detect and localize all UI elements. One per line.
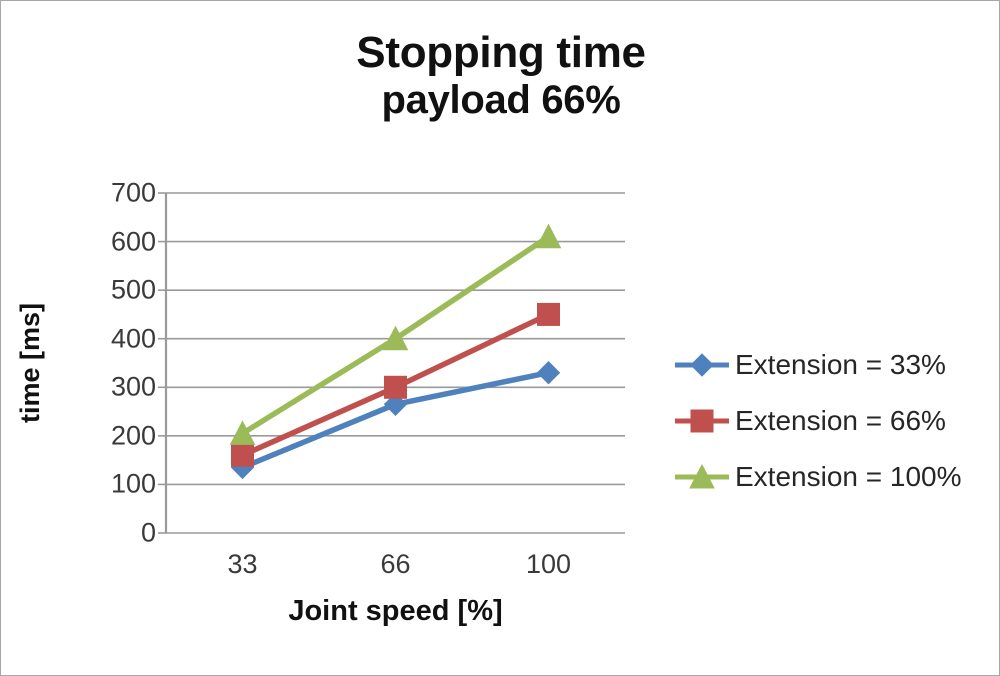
data-point-marker — [384, 375, 407, 399]
y-tick-label: 500 — [110, 274, 156, 305]
plot-svg — [158, 192, 625, 534]
x-tick-label: 33 — [227, 549, 258, 579]
chart-title-block: Stopping time payload 66% — [1, 28, 999, 122]
legend-marker-triangle-icon — [675, 463, 729, 489]
x-tick-label: 100 — [525, 549, 572, 579]
y-tick-label: 300 — [110, 371, 156, 402]
legend-item-1[interactable]: Extension = 33% — [673, 337, 983, 393]
y-tick-label: 100 — [110, 468, 156, 499]
legend-label: Extension = 33% — [735, 349, 946, 380]
legend-item-3[interactable]: Extension = 100% — [673, 449, 983, 505]
data-point-marker — [690, 353, 714, 377]
y-tick-label: 200 — [110, 420, 156, 451]
y-axis-title: time [ms] — [15, 302, 45, 424]
x-axis-tick-labels: 33 66 100 — [166, 549, 625, 583]
chart-subtitle: payload 66% — [381, 77, 621, 122]
data-point-marker — [382, 325, 409, 351]
y-tick-label: 700 — [110, 177, 156, 208]
y-tick-label: 400 — [110, 323, 156, 354]
x-tick-label: 66 — [380, 549, 411, 579]
legend-label: Extension = 100% — [735, 461, 962, 492]
legend-item-2[interactable]: Extension = 66% — [673, 393, 983, 449]
chart-legend: Extension = 33% Extension = 66% Extension … — [673, 337, 983, 505]
data-point-marker — [536, 361, 561, 385]
y-tick-label: 0 — [140, 517, 156, 548]
data-point-marker — [537, 302, 560, 326]
legend-marker-diamond-icon — [675, 353, 729, 377]
y-tick-label: 600 — [110, 226, 156, 257]
data-point-marker — [690, 409, 714, 433]
chart-title: Stopping time — [356, 28, 646, 77]
y-axis-tick-labels: 700 600 500 400 300 200 100 0 — [86, 178, 156, 548]
data-point-marker — [689, 463, 715, 489]
data-point-marker — [229, 420, 256, 445]
data-point-marker — [231, 443, 254, 467]
plot-area — [158, 192, 625, 534]
legend-label: Extension = 66% — [735, 405, 946, 436]
x-axis-title: Joint speed [%] — [288, 595, 503, 627]
legend-marker-square-icon — [675, 409, 729, 433]
data-point-marker — [535, 223, 562, 249]
